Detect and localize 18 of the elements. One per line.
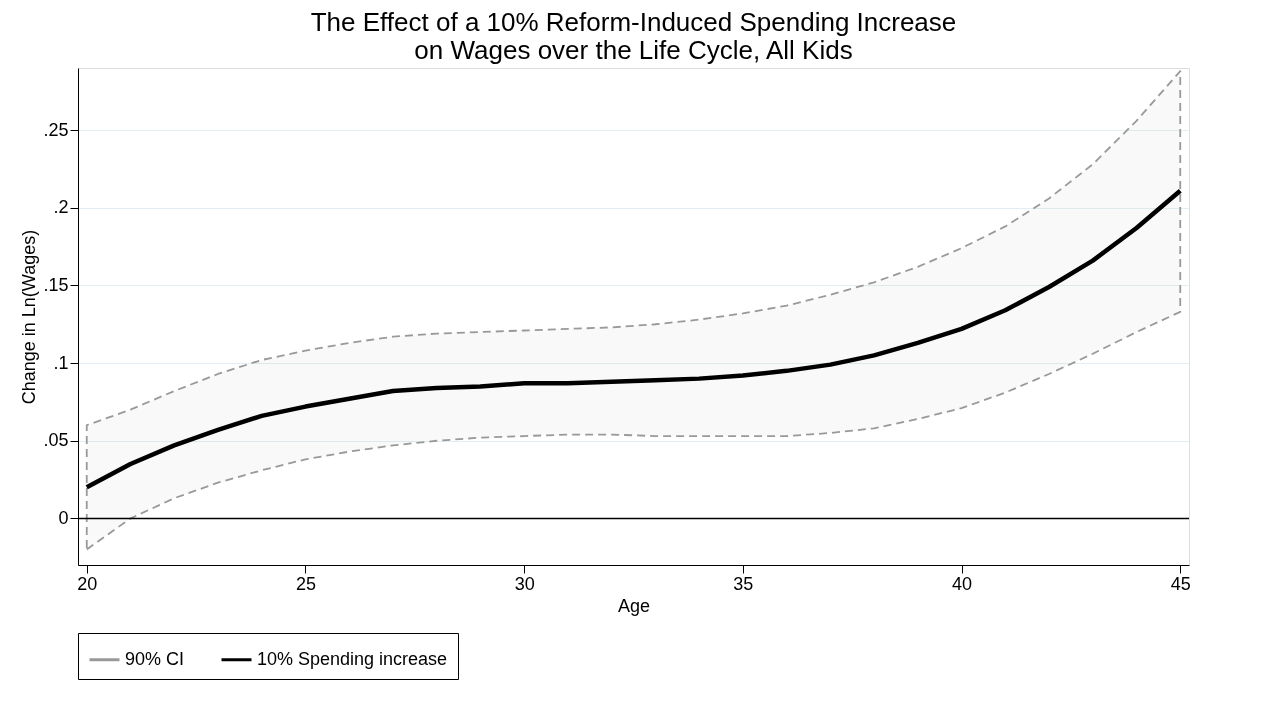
x-axis-title: Age [617,595,651,616]
x-tick-label: 30 [514,573,535,594]
y-tick-label: .15 [43,274,69,295]
x-tick-label: 20 [77,573,98,594]
y-tick-label: .05 [43,430,69,451]
text: 90% CI [125,648,185,669]
x-tick-label: 45 [1170,573,1191,594]
y-tick-label: 0 [58,507,69,528]
y-tick-label: .25 [43,119,69,140]
x-tick-label: 25 [295,573,316,594]
x-tick-label: 35 [733,573,754,594]
legend-label: 10% Spending increase [257,648,448,669]
x-tick-label: 40 [952,573,973,594]
y-tick-label: .2 [53,197,69,218]
y-tick-label: .1 [53,352,69,373]
y-axis-title: Change in Ln(Wages) [19,229,40,405]
line-series [84,188,1183,490]
chart-title: The Effect of a 10% Reform-Induced Spending Increase on Wages over the Life Cycle, All Kids [310,7,957,65]
